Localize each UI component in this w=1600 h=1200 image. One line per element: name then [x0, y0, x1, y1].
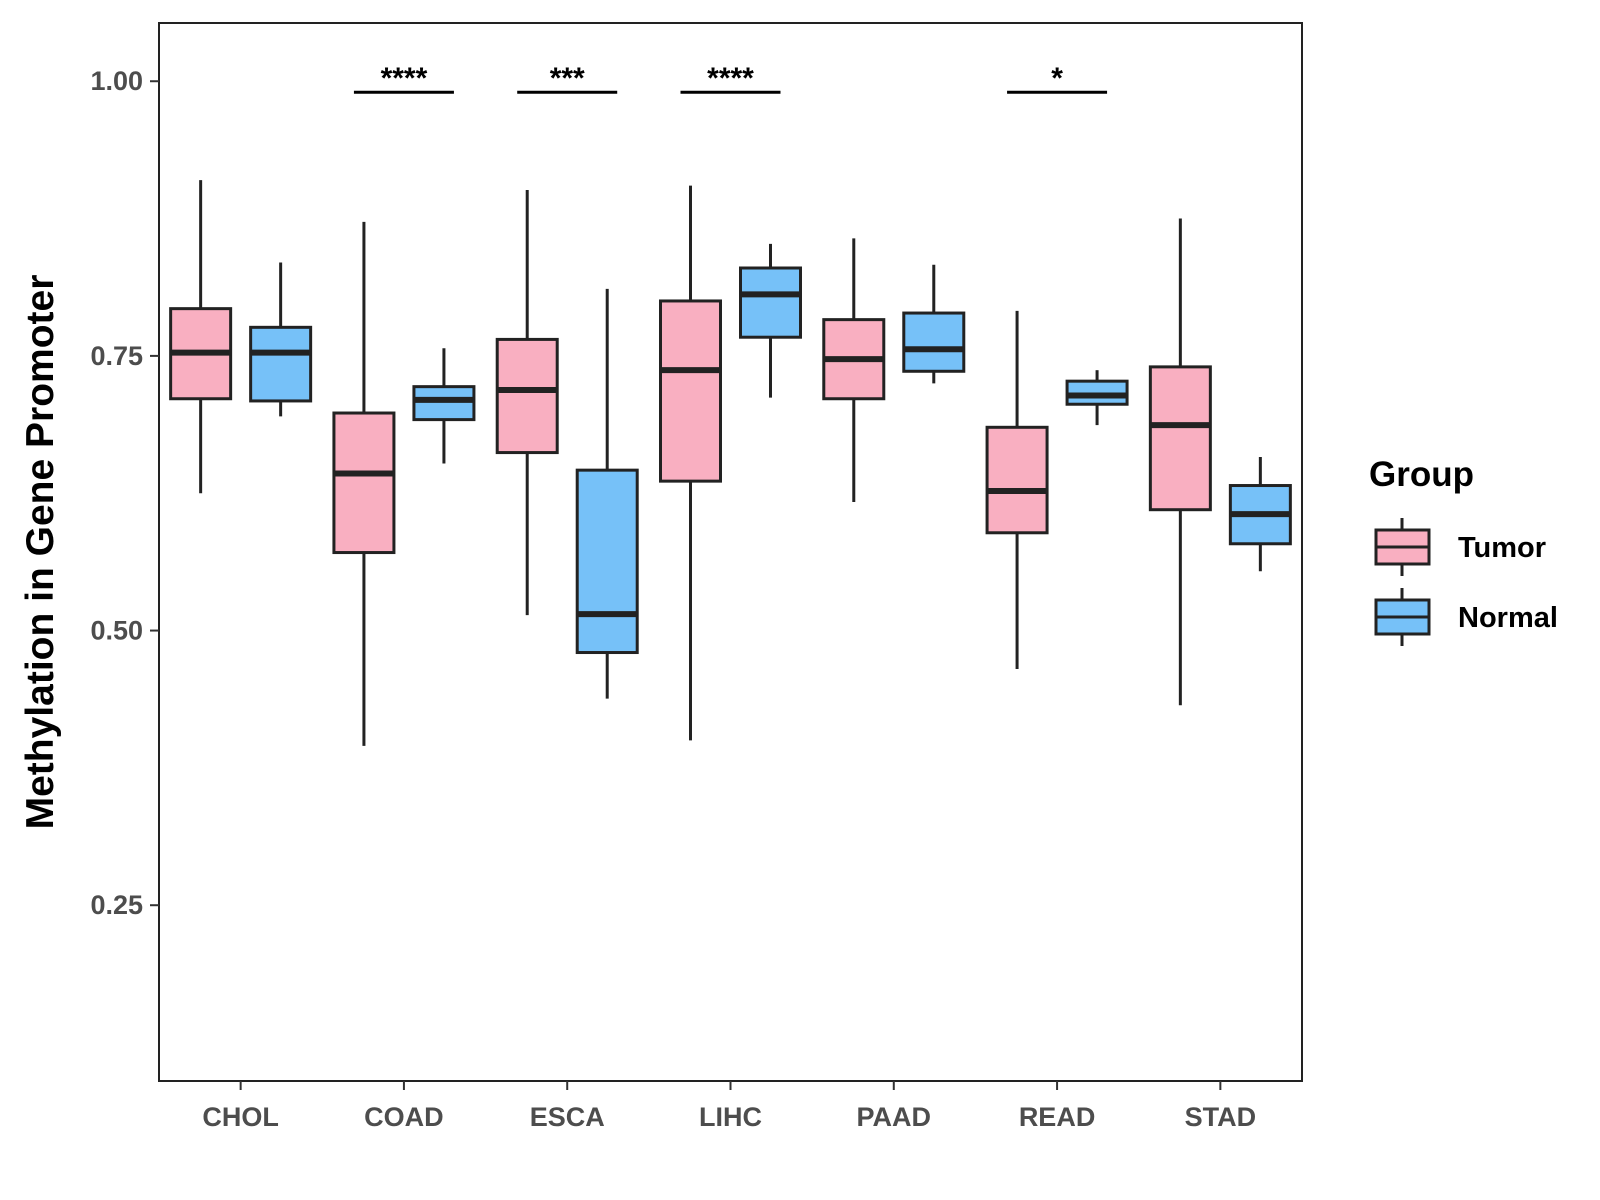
- box-tumor-coad: [332, 221, 396, 746]
- y-tick-label: 0.50: [90, 616, 143, 646]
- box-body: [1148, 365, 1212, 512]
- boxes-layer: [169, 180, 1292, 746]
- significance-label: ***: [550, 62, 585, 95]
- significance-layer: **** *** **** *: [353, 62, 1108, 95]
- box-normal-paad: [902, 264, 966, 384]
- box-normal-read: [1065, 370, 1129, 426]
- significance-label: *: [1051, 62, 1063, 95]
- x-tick-label-read: READ: [1019, 1102, 1096, 1132]
- significance-read: *: [1007, 62, 1108, 95]
- box-tumor-stad: [1148, 218, 1212, 706]
- y-axis: 0.25 0.50 0.75 1.00: [90, 66, 159, 920]
- x-tick-label-esca: ESCA: [530, 1102, 605, 1132]
- box-body: [985, 425, 1049, 535]
- y-tick-label: 1.00: [90, 66, 143, 96]
- legend-label: Normal: [1458, 602, 1558, 634]
- box-normal-lihc: [739, 243, 802, 398]
- legend-label: Tumor: [1458, 532, 1546, 564]
- legend: Group Tumor Normal: [1369, 455, 1558, 646]
- box-body: [739, 266, 802, 339]
- x-tick-label-chol: CHOL: [202, 1102, 279, 1132]
- y-tick-label: 0.25: [90, 890, 143, 920]
- legend-entry-normal: Normal: [1374, 588, 1558, 646]
- box-normal-chol: [249, 262, 313, 417]
- box-tumor-esca: [495, 189, 559, 616]
- box-body: [412, 385, 476, 422]
- x-tick-label-lihc: LIHC: [699, 1102, 762, 1132]
- significance-esca: ***: [517, 62, 618, 95]
- box-body: [575, 468, 639, 655]
- legend-title: Group: [1369, 455, 1474, 494]
- box-body: [332, 411, 396, 555]
- box-tumor-lihc: [659, 185, 722, 741]
- significance-coad: ****: [353, 62, 454, 95]
- x-tick-label-coad: COAD: [364, 1102, 444, 1132]
- plot-panel: [158, 22, 1303, 1082]
- box-body: [902, 311, 966, 373]
- box-body: [249, 325, 313, 403]
- box-tumor-read: [985, 310, 1049, 670]
- x-axis: CHOL COAD ESCA LIHC PAAD READ STAD: [202, 1081, 1256, 1132]
- legend-entry-tumor: Tumor: [1374, 518, 1546, 576]
- significance-label: ****: [381, 62, 428, 95]
- box-normal-stad: [1228, 456, 1292, 572]
- significance-label: ****: [707, 62, 754, 95]
- box-body: [495, 337, 559, 455]
- y-tick-label: 0.75: [90, 341, 143, 371]
- y-axis-title: Methylation in Gene Promoter: [19, 275, 62, 830]
- x-tick-label-stad: STAD: [1185, 1102, 1257, 1132]
- significance-lihc: ****: [680, 62, 781, 95]
- box-normal-esca: [575, 288, 639, 699]
- x-tick-label-paad: PAAD: [857, 1102, 932, 1132]
- box-tumor-paad: [822, 238, 886, 503]
- box-body: [659, 299, 722, 483]
- box-tumor-chol: [169, 180, 233, 494]
- box-normal-coad: [412, 348, 476, 464]
